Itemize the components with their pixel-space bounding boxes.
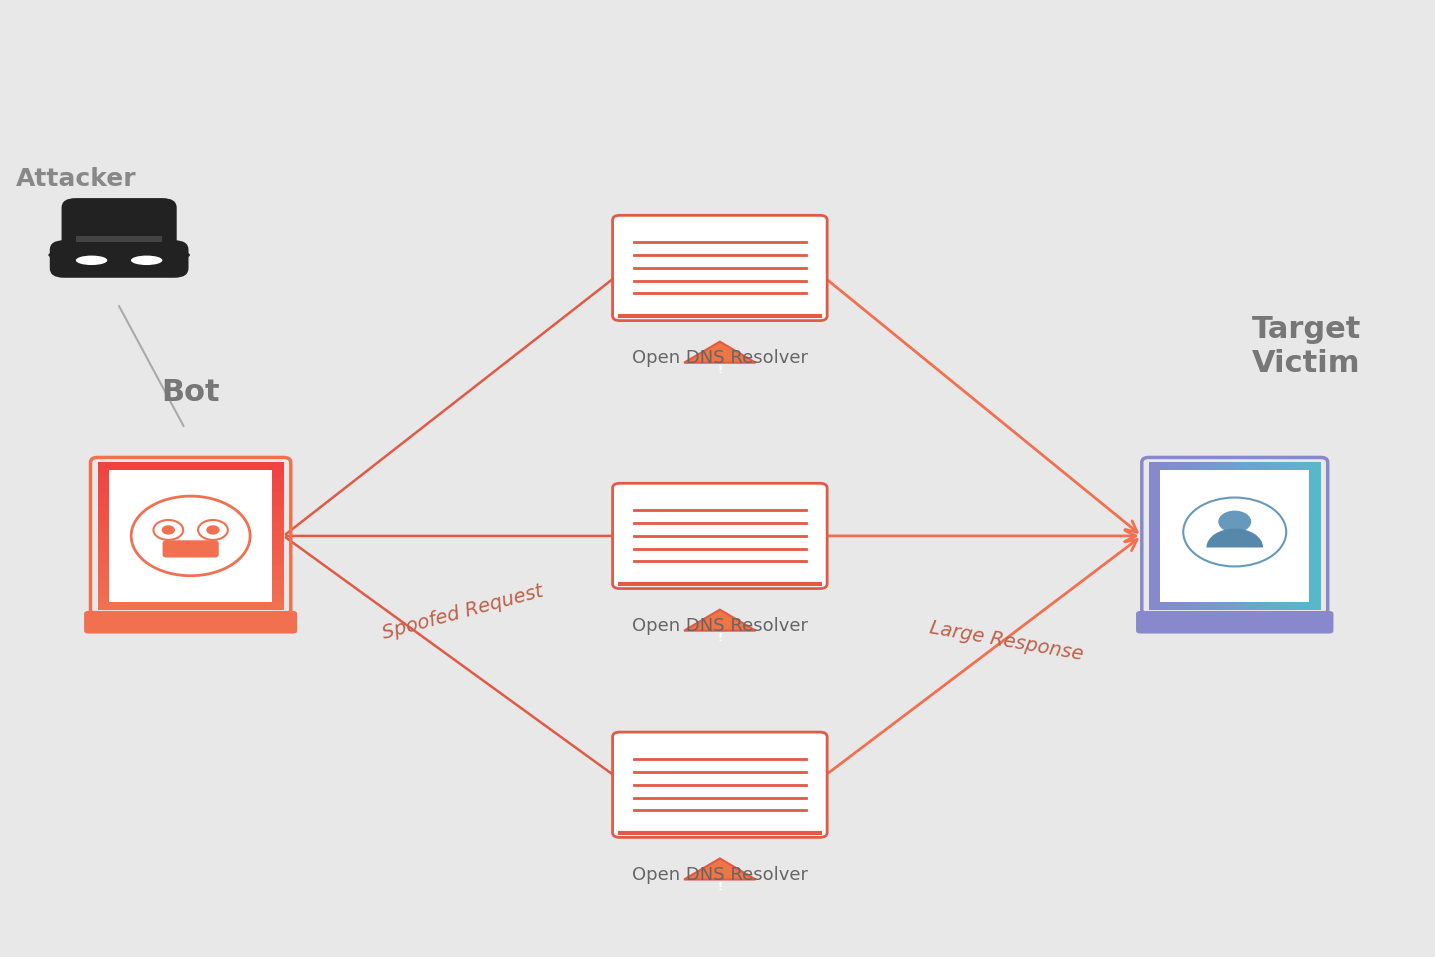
Text: Open DNS Resolver: Open DNS Resolver — [631, 617, 808, 635]
FancyBboxPatch shape — [1286, 462, 1294, 610]
Text: Target
Victim: Target Victim — [1251, 316, 1360, 378]
FancyBboxPatch shape — [1277, 462, 1286, 610]
FancyBboxPatch shape — [98, 484, 284, 492]
FancyBboxPatch shape — [1175, 462, 1184, 610]
Text: Large Response: Large Response — [927, 618, 1085, 664]
FancyBboxPatch shape — [1167, 462, 1175, 610]
Ellipse shape — [76, 256, 108, 265]
FancyBboxPatch shape — [1269, 462, 1277, 610]
FancyBboxPatch shape — [1260, 462, 1269, 610]
FancyBboxPatch shape — [98, 477, 284, 484]
Ellipse shape — [49, 246, 189, 264]
FancyBboxPatch shape — [1303, 462, 1312, 610]
FancyBboxPatch shape — [98, 566, 284, 572]
Text: !: ! — [718, 881, 722, 892]
FancyBboxPatch shape — [1234, 462, 1243, 610]
FancyBboxPatch shape — [98, 550, 284, 558]
FancyBboxPatch shape — [1210, 462, 1217, 610]
FancyBboxPatch shape — [76, 235, 162, 242]
Text: !: ! — [718, 365, 722, 375]
Text: Open DNS Resolver: Open DNS Resolver — [631, 866, 808, 884]
Wedge shape — [1207, 528, 1263, 547]
Circle shape — [1218, 511, 1251, 533]
Circle shape — [207, 526, 220, 534]
FancyBboxPatch shape — [98, 500, 284, 506]
FancyBboxPatch shape — [109, 470, 273, 602]
FancyBboxPatch shape — [1158, 462, 1167, 610]
Text: Attacker: Attacker — [16, 167, 136, 191]
FancyBboxPatch shape — [613, 483, 827, 589]
FancyBboxPatch shape — [98, 462, 284, 470]
FancyBboxPatch shape — [613, 215, 827, 321]
FancyBboxPatch shape — [98, 522, 284, 528]
FancyBboxPatch shape — [98, 514, 284, 522]
FancyBboxPatch shape — [98, 580, 284, 588]
FancyBboxPatch shape — [1149, 462, 1158, 610]
FancyBboxPatch shape — [98, 536, 284, 544]
Text: Bot: Bot — [161, 378, 220, 407]
FancyBboxPatch shape — [1217, 462, 1225, 610]
FancyBboxPatch shape — [98, 588, 284, 595]
FancyBboxPatch shape — [98, 470, 284, 477]
Polygon shape — [684, 858, 756, 879]
Ellipse shape — [131, 256, 162, 265]
FancyBboxPatch shape — [1184, 462, 1192, 610]
FancyBboxPatch shape — [1251, 462, 1260, 610]
FancyBboxPatch shape — [98, 572, 284, 580]
FancyBboxPatch shape — [98, 492, 284, 500]
FancyBboxPatch shape — [1312, 462, 1320, 610]
FancyBboxPatch shape — [85, 611, 297, 634]
Text: Open DNS Resolver: Open DNS Resolver — [631, 349, 808, 367]
Polygon shape — [684, 342, 756, 363]
FancyBboxPatch shape — [1161, 470, 1309, 602]
FancyBboxPatch shape — [162, 541, 218, 558]
FancyBboxPatch shape — [62, 198, 177, 264]
FancyBboxPatch shape — [98, 595, 284, 602]
FancyBboxPatch shape — [98, 528, 284, 536]
Text: Spoofed Request: Spoofed Request — [380, 582, 545, 643]
FancyBboxPatch shape — [98, 558, 284, 566]
FancyBboxPatch shape — [1294, 462, 1303, 610]
FancyBboxPatch shape — [50, 240, 188, 278]
FancyBboxPatch shape — [1201, 462, 1210, 610]
FancyBboxPatch shape — [1225, 462, 1234, 610]
FancyBboxPatch shape — [98, 506, 284, 514]
Text: !: ! — [718, 633, 722, 643]
Circle shape — [162, 526, 174, 534]
Polygon shape — [684, 610, 756, 631]
FancyBboxPatch shape — [98, 544, 284, 550]
FancyBboxPatch shape — [613, 732, 827, 837]
FancyBboxPatch shape — [1243, 462, 1251, 610]
FancyBboxPatch shape — [98, 602, 284, 610]
FancyBboxPatch shape — [1137, 611, 1333, 634]
FancyBboxPatch shape — [1192, 462, 1201, 610]
